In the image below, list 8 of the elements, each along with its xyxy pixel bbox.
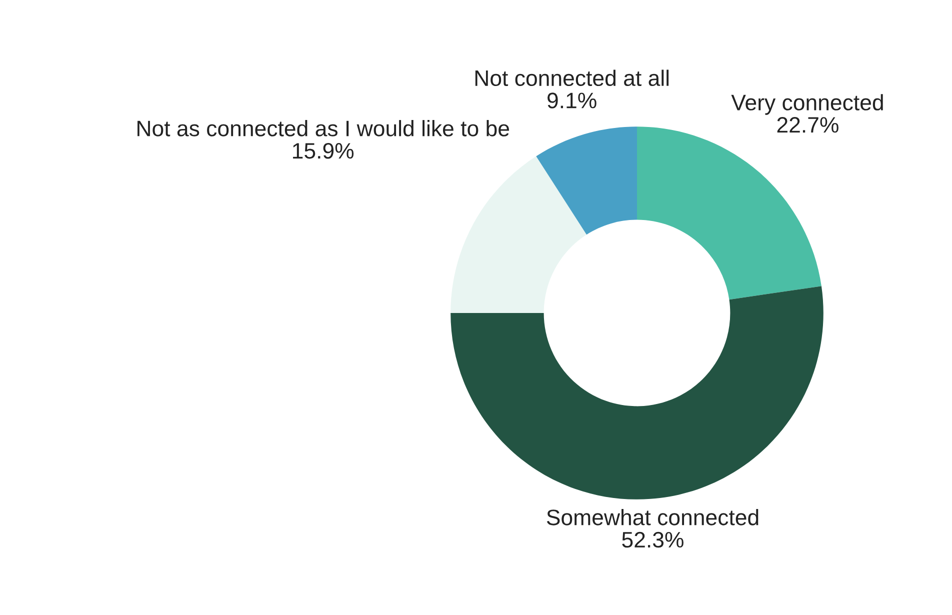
slice-label: Not as connected as I would like to be — [138, 120, 510, 136]
data-label: 9.1% — [548, 92, 596, 108]
slice-label: Very connected — [731, 94, 883, 115]
slice-label: Not connected at all — [475, 70, 669, 86]
slice-label: Somewhat connected — [546, 509, 758, 526]
data-label: 52.3% — [622, 532, 684, 548]
data-label: 22.7% — [777, 117, 838, 133]
data-label: 15.9% — [293, 142, 354, 159]
